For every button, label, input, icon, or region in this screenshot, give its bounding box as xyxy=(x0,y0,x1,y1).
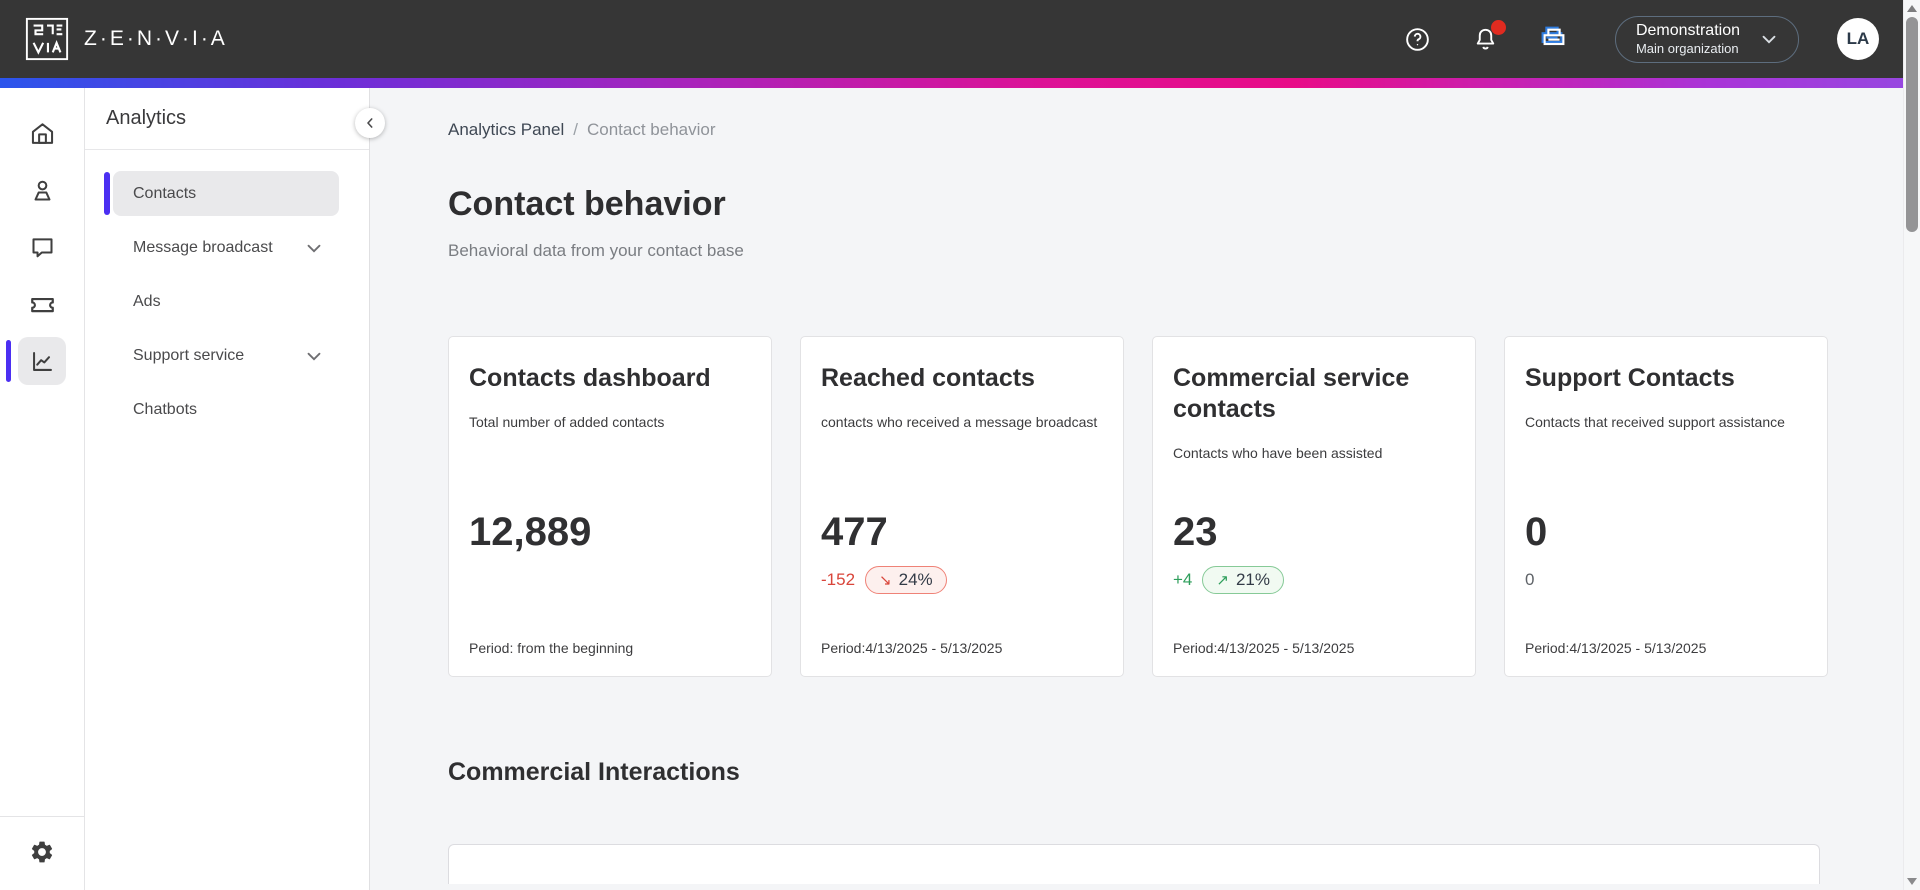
chat-bubble-icon xyxy=(31,237,53,257)
sidebar-item-support-service[interactable]: Support service xyxy=(113,333,339,378)
question-circle-icon xyxy=(1406,27,1430,51)
card-title: Commercial service contacts xyxy=(1173,364,1410,423)
breadcrumb-current: Contact behavior xyxy=(586,120,716,139)
scrollbar-down-arrow[interactable] xyxy=(1907,878,1917,885)
chevron-left-icon xyxy=(367,118,373,128)
card-description: Contacts that received support assistanc… xyxy=(1525,414,1785,430)
card-commercial-service-contacts: Commercial service contacts Contacts who… xyxy=(1152,336,1476,677)
trend-percent: 24% xyxy=(898,570,933,589)
delta-value: +4 xyxy=(1173,570,1193,589)
sidebar-item-ads[interactable]: Ads xyxy=(113,279,339,324)
notifications-button[interactable] xyxy=(1471,20,1506,54)
rail-bottom xyxy=(0,816,84,890)
commercial-interactions-card xyxy=(448,844,1820,884)
sidebar-item-label: Contacts xyxy=(133,184,197,202)
brand-gradient-bar xyxy=(0,78,1903,88)
sidebar-item-label: Ads xyxy=(133,292,161,310)
card-title: Reached contacts xyxy=(821,364,1035,392)
gear-icon xyxy=(31,841,53,863)
notification-badge xyxy=(1490,20,1506,35)
sidebar-item-message-broadcast[interactable]: Message broadcast xyxy=(113,225,339,270)
rail-item-tickets[interactable] xyxy=(18,280,66,328)
line-chart-icon xyxy=(32,351,52,371)
chevron-down-icon xyxy=(1762,35,1776,44)
card-description: contacts who received a message broadcas… xyxy=(821,414,1098,430)
card-reached-contacts: Reached contacts contacts who received a… xyxy=(800,336,1124,677)
metric-delta-row: -152 ↘ 24% xyxy=(821,565,947,595)
page-subtitle: Behavioral data from your contact base xyxy=(448,241,744,260)
print-button[interactable] xyxy=(1539,24,1571,54)
trend-badge: ↗ 21% xyxy=(1202,566,1284,594)
trend-percent: 21% xyxy=(1235,570,1270,589)
user-avatar[interactable]: LA xyxy=(1837,18,1879,60)
rail-item-conversations[interactable] xyxy=(18,223,66,271)
trend-down-icon: ↘ xyxy=(879,572,892,589)
metric-value: 12,889 xyxy=(469,510,592,554)
breadcrumb-separator: / xyxy=(573,120,578,139)
ticket-icon xyxy=(30,297,54,312)
card-title: Support Contacts xyxy=(1525,364,1735,392)
sidebar-title: Analytics xyxy=(106,107,187,129)
bell-icon xyxy=(1477,28,1495,49)
sidebar-item-contacts[interactable]: Contacts xyxy=(104,171,339,216)
rail-item-home[interactable] xyxy=(18,109,66,157)
breadcrumb: Analytics Panel / Contact behavior xyxy=(448,120,1903,140)
rail-item-contacts[interactable] xyxy=(18,166,66,214)
organization-name: Demonstration xyxy=(1635,21,1740,39)
rail-item-analytics[interactable] xyxy=(6,337,66,385)
page-scrollbar[interactable] xyxy=(1903,0,1920,890)
rail-item-settings[interactable] xyxy=(18,828,66,876)
metric-delta-row: 0 xyxy=(1525,565,1534,595)
icon-rail xyxy=(0,88,85,890)
chevron-down-icon xyxy=(307,244,321,253)
card-period: Period:4/13/2025 - 5/13/2025 xyxy=(1173,640,1355,656)
scrollbar-thumb[interactable] xyxy=(1906,17,1918,232)
zenvia-logo[interactable]: Z·E·N·V·I·A xyxy=(24,16,228,62)
card-period: Period:4/13/2025 - 5/13/2025 xyxy=(821,640,1003,656)
metric-value: 477 xyxy=(821,510,888,554)
trend-up-icon: ↗ xyxy=(1216,572,1229,589)
metric-delta-row: +4 ↗ 21% xyxy=(1173,565,1284,595)
organization-subtitle: Main organization xyxy=(1635,40,1739,56)
person-icon xyxy=(34,180,50,201)
card-support-contacts: Support Contacts Contacts that received … xyxy=(1504,336,1828,677)
scrollbar-up-arrow[interactable] xyxy=(1907,5,1917,12)
trend-badge: ↘ 24% xyxy=(865,566,947,594)
metric-value: 0 xyxy=(1525,510,1548,554)
delta-value: 0 xyxy=(1525,570,1535,589)
top-bar: Z·E·N·V·I·A xyxy=(0,0,1903,78)
sidebar-collapse-button[interactable] xyxy=(355,108,385,138)
sidebar-item-chatbots[interactable]: Chatbots xyxy=(113,387,339,432)
card-description: Total number of added contacts xyxy=(469,414,665,430)
card-description: Contacts who have been assisted xyxy=(1173,445,1383,461)
printer-icon xyxy=(1543,28,1565,46)
chevron-down-icon xyxy=(307,352,321,361)
card-contacts-dashboard: Contacts dashboard Total number of added… xyxy=(448,336,772,677)
sidebar-item-label: Chatbots xyxy=(133,400,198,418)
analytics-sidebar: Analytics Contacts Message broadcast Ads xyxy=(85,88,370,890)
metric-value: 23 xyxy=(1173,510,1218,554)
home-icon xyxy=(31,122,53,144)
zenvia-logo-icon xyxy=(25,17,69,61)
sidebar-header: Analytics xyxy=(85,88,369,150)
breadcrumb-analytics-panel[interactable]: Analytics Panel xyxy=(448,120,565,139)
card-period: Period:4/13/2025 - 5/13/2025 xyxy=(1525,640,1707,656)
sidebar-item-label: Message broadcast xyxy=(133,238,273,256)
delta-value: -152 xyxy=(821,570,856,589)
card-period: Period: from the beginning xyxy=(469,640,634,656)
main-content: Analytics Panel / Contact behavior Conta… xyxy=(370,88,1903,890)
card-title: Contacts dashboard xyxy=(469,364,711,392)
sidebar-item-label: Support service xyxy=(133,346,245,364)
kpi-cards-row: Contacts dashboard Total number of added… xyxy=(448,336,1903,677)
section-title-commercial-interactions: Commercial Interactions xyxy=(448,758,740,786)
help-button[interactable] xyxy=(1403,24,1433,54)
brand-name: Z·E·N·V·I·A xyxy=(84,27,228,50)
page-title: Contact behavior xyxy=(448,185,726,223)
organization-switcher[interactable]: Demonstration Main organization xyxy=(1614,15,1799,63)
